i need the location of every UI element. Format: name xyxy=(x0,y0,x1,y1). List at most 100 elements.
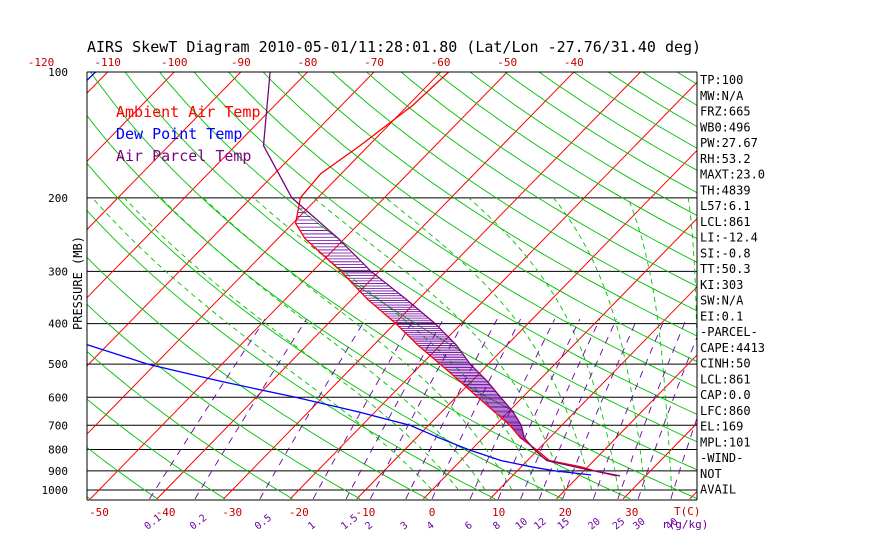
top-temp-tick-label: -100 xyxy=(161,56,188,69)
top-temp-tick-label: -40 xyxy=(564,56,584,69)
top-temp-tick-label: -120 xyxy=(28,56,55,69)
top-temp-tick-label: -50 xyxy=(497,56,517,69)
parcel-temp-point xyxy=(520,424,522,426)
isotherm-line xyxy=(422,217,697,500)
bottom-temperature-tick-labels: -50 -40 -30 -20 -10 0 10 20 30 xyxy=(89,506,638,519)
chart-title: AIRS SkewT Diagram 2010-05-01/11:28:01.8… xyxy=(87,38,701,56)
dewpoint-temp-point xyxy=(530,466,532,468)
ambient-temp-point xyxy=(509,424,511,426)
mixing-ratio-tick-label: 4 xyxy=(425,520,437,532)
bottom-temp-tick-label: -50 xyxy=(89,506,109,519)
stat-item: CAP:0.0 xyxy=(700,388,751,402)
stat-item: MPL:101 xyxy=(700,435,751,449)
moist-adiabat-line xyxy=(627,197,673,491)
stat-item: CAPE:4413 xyxy=(700,341,765,355)
ambient-temp-point xyxy=(519,437,521,439)
top-temp-tick-label: -60 xyxy=(431,56,451,69)
stat-item: KI:303 xyxy=(700,278,743,292)
stat-item: NOT xyxy=(700,467,722,481)
moist-adiabat-line xyxy=(687,197,697,410)
dewpoint-temp-line xyxy=(87,72,591,476)
isotherm-line xyxy=(87,72,442,435)
ambient-temp-point xyxy=(340,270,342,272)
bottom-temp-tick-label: -20 xyxy=(289,506,309,519)
stat-item: -PARCEL- xyxy=(700,325,758,339)
mixing-ratio-tick-label: 6 xyxy=(463,520,475,532)
dry-adiabat-line xyxy=(434,72,697,240)
isotherm-line xyxy=(556,354,697,500)
stat-item: PW:27.67 xyxy=(700,136,758,150)
y-axis-label: PRESSURE (MB) xyxy=(71,236,85,330)
mixing-ratio-line xyxy=(538,318,617,500)
stat-item: MAXT:23.0 xyxy=(700,168,765,182)
parcel-temp-point xyxy=(337,237,339,239)
dewpoint-temp-point xyxy=(409,424,411,426)
top-temp-tick-label: -90 xyxy=(231,56,251,69)
mixing-ratio-line xyxy=(670,416,697,500)
parcel-temp-point xyxy=(523,437,525,439)
series-lines xyxy=(87,72,621,477)
isotherm-line xyxy=(289,81,697,500)
mixing-ratio-line xyxy=(592,318,665,500)
pressure-tick-label: 1000 xyxy=(42,484,69,497)
pressure-tick-label: 300 xyxy=(48,265,68,278)
stat-item: CINH:50 xyxy=(700,357,751,371)
ambient-temp-point xyxy=(412,104,414,106)
legend-entry: Dew Point Temp xyxy=(116,125,242,143)
ambient-temp-point xyxy=(299,197,301,199)
parcel-temp-point xyxy=(469,363,471,365)
mixing-ratio-line xyxy=(431,318,521,500)
mixing-ratio-unit-label: r(g/kg) xyxy=(662,518,708,531)
dry-adiabat-line xyxy=(296,72,697,337)
dry-adiabat-line xyxy=(90,72,697,500)
dry-adiabat-line xyxy=(400,72,697,263)
ambient-temp-point xyxy=(439,363,441,365)
top-temp-tick-label: -70 xyxy=(364,56,384,69)
ambient-temp-point xyxy=(359,145,361,147)
stat-item: MW:N/A xyxy=(700,89,744,103)
stat-item: TT:50.3 xyxy=(700,262,751,276)
parcel-temp-point xyxy=(262,145,265,147)
mixing-ratio-tick-label: 8 xyxy=(491,520,503,532)
bottom-temp-tick-label: 0 xyxy=(429,506,436,519)
parcel-temp-point xyxy=(546,459,548,462)
x-axis-unit-label: T(C) xyxy=(674,505,701,518)
stat-item: L57:6.1 xyxy=(700,199,751,213)
stat-item: AVAIL xyxy=(700,483,736,497)
parcel-temp-point xyxy=(512,411,514,413)
isotherm-line xyxy=(87,72,175,163)
mixing-ratio-line xyxy=(149,318,266,500)
stat-item: LCL:861 xyxy=(700,215,751,229)
isotherm-line xyxy=(622,422,697,500)
pressure-tick-label: 100 xyxy=(48,66,68,79)
mixing-ratio-line xyxy=(562,318,638,500)
bottom-temp-tick-label: 10 xyxy=(492,506,505,519)
mixing-ratio-tick-label: 1 xyxy=(306,520,318,532)
parcel-temp-point xyxy=(593,470,595,472)
dry-adiabat-line xyxy=(228,72,697,389)
parcel-temp-point xyxy=(455,344,457,346)
ambient-temp-point xyxy=(320,173,322,175)
isobar-lines xyxy=(87,71,697,491)
bottom-temp-tick-label: -10 xyxy=(355,506,375,519)
stat-item: WB0:496 xyxy=(700,120,751,134)
top-temp-tick-label: -80 xyxy=(297,56,317,69)
stat-item: SI:-0.8 xyxy=(700,246,751,260)
dry-adiabat-line xyxy=(87,162,563,500)
top-temp-tick-label: -110 xyxy=(94,56,121,69)
mixing-ratio-tick-label: 2 xyxy=(363,520,375,532)
dry-adiabat-line xyxy=(87,256,428,500)
mixing-ratio-lines xyxy=(149,318,697,500)
legend-entry: Ambient Air Temp xyxy=(116,103,261,121)
stat-item: TP:100 xyxy=(700,73,743,87)
stat-item: LFC:860 xyxy=(700,404,751,418)
ambient-temp-point xyxy=(417,344,419,346)
ambient-temp-point xyxy=(367,298,369,300)
pressure-tick-label: 800 xyxy=(48,443,68,456)
stat-item: LI:-12.4 xyxy=(700,231,758,245)
stat-item: -WIND- xyxy=(700,451,743,465)
stat-item: SW:N/A xyxy=(700,294,744,308)
plot-area xyxy=(87,72,697,500)
